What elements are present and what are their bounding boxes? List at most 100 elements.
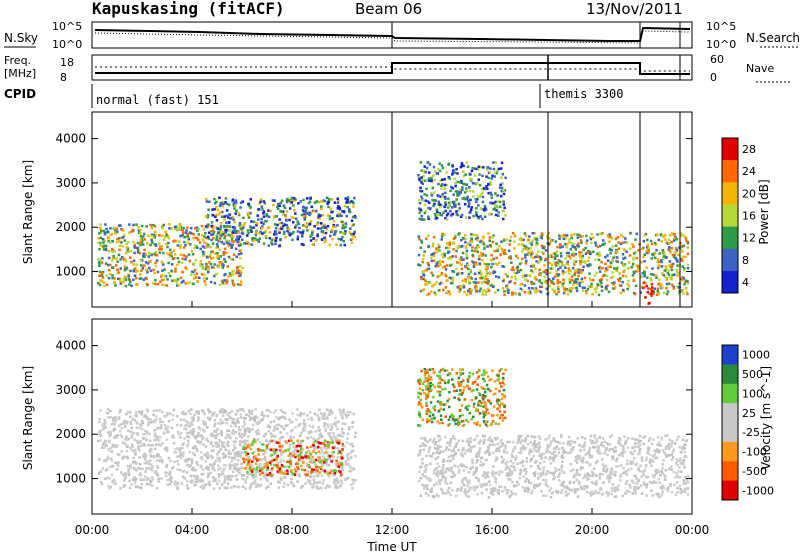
range-gate-cell: [175, 228, 179, 231]
range-gate-cell: [650, 289, 654, 293]
range-gate-cell: [149, 223, 152, 227]
range-gate-cell: [110, 259, 114, 262]
range-gate-cell: [214, 477, 217, 481]
range-gate-cell: [649, 279, 653, 282]
range-gate-cell: [243, 432, 247, 435]
range-gate-cell: [610, 260, 614, 263]
range-gate-cell: [139, 238, 143, 241]
range-gate-cell: [504, 252, 507, 256]
range-gate-cell: [598, 266, 601, 270]
range-gate-cell: [665, 292, 669, 296]
range-gate-cell: [197, 410, 200, 413]
range-gate-cell: [184, 244, 187, 247]
range-gate-cell: [634, 491, 637, 495]
range-gate-cell: [327, 444, 330, 447]
range-gate-cell: [233, 485, 236, 488]
range-gate-cell: [450, 200, 453, 204]
range-gate-cell: [270, 453, 274, 457]
range-gate-cell: [479, 272, 483, 275]
range-gate-cell: [190, 430, 193, 433]
range-gate-cell: [97, 439, 100, 443]
range-gate-cell: [675, 438, 679, 441]
range-gate-cell: [194, 244, 197, 247]
range-gate-cell: [341, 226, 344, 230]
range-gate-cell: [524, 256, 527, 259]
range-gate-cell: [292, 216, 295, 220]
range-gate-cell: [682, 482, 686, 486]
range-gate-cell: [230, 258, 233, 261]
range-gate-cell: [226, 440, 230, 444]
range-gate-cell: [215, 445, 218, 448]
range-gate-cell: [116, 433, 120, 437]
range-gate-cell: [484, 254, 487, 257]
range-gate-cell: [640, 459, 644, 462]
range-gate-cell: [238, 468, 241, 471]
range-gate-cell: [547, 243, 550, 246]
colorbar-tick-label: 16: [742, 210, 756, 223]
range-gate-cell: [474, 261, 478, 264]
range-gate-cell: [570, 233, 573, 237]
range-gate-cell: [252, 450, 256, 454]
range-gate-cell: [255, 222, 259, 225]
range-gate-cell: [206, 216, 209, 219]
range-gate-cell: [289, 233, 292, 236]
range-gate-cell: [422, 274, 426, 277]
range-gate-cell: [326, 225, 330, 228]
range-gate-cell: [338, 206, 341, 209]
range-gate-cell: [280, 451, 283, 455]
range-gate-cell: [217, 464, 220, 468]
range-gate-cell: [205, 437, 209, 440]
range-gate-cell: [276, 466, 279, 470]
range-gate-cell: [140, 264, 143, 267]
range-gate-cell: [647, 246, 650, 250]
power-colorbar-label: Power [dB]: [757, 179, 771, 244]
range-gate-cell: [170, 263, 174, 266]
range-gate-cell: [354, 454, 357, 458]
range-gate-cell: [167, 419, 171, 423]
range-gate-cell: [278, 244, 281, 247]
range-gate-cell: [578, 251, 581, 254]
range-gate-cell: [580, 445, 584, 448]
range-gate-cell: [657, 260, 661, 263]
range-gate-cell: [122, 257, 125, 261]
range-gate-cell: [668, 234, 672, 237]
range-gate-cell: [489, 244, 492, 247]
range-gate-cell: [684, 255, 687, 259]
range-gate-cell: [145, 454, 148, 457]
range-gate-cell: [254, 473, 257, 476]
range-gate-cell: [266, 226, 270, 230]
range-gate-cell: [289, 435, 293, 438]
range-gate-cell: [330, 198, 334, 201]
range-gate-cell: [318, 466, 321, 469]
range-gate-cell: [589, 434, 593, 438]
range-gate-cell: [632, 481, 635, 484]
range-gate-cell: [139, 273, 142, 276]
range-gate-cell: [318, 441, 321, 445]
range-gate-cell: [128, 479, 131, 483]
range-gate-cell: [174, 483, 178, 487]
range-gate-cell: [539, 258, 542, 261]
range-gate-cell: [104, 440, 107, 443]
range-gate-cell: [284, 440, 287, 443]
range-gate-cell: [642, 239, 646, 243]
range-gate-cell: [197, 426, 200, 429]
range-gate-cell: [451, 281, 454, 285]
range-gate-cell: [584, 475, 588, 479]
range-gate-cell: [462, 258, 465, 261]
range-gate-cell: [454, 255, 457, 258]
range-gate-cell: [268, 442, 271, 445]
range-gate-cell: [445, 171, 448, 174]
range-gate-cell: [211, 242, 215, 245]
range-gate-cell: [163, 447, 166, 451]
range-gate-cell: [535, 253, 538, 257]
range-gate-cell: [341, 468, 345, 471]
range-gate-cell: [301, 458, 304, 462]
range-gate-cell: [226, 443, 229, 446]
range-gate-cell: [216, 208, 220, 212]
range-gate-cell: [643, 435, 647, 438]
range-gate-cell: [323, 469, 327, 473]
range-gate-cell: [149, 259, 153, 263]
range-gate-cell: [201, 234, 204, 237]
range-gate-cell: [562, 237, 565, 240]
range-gate-cell: [681, 445, 685, 449]
